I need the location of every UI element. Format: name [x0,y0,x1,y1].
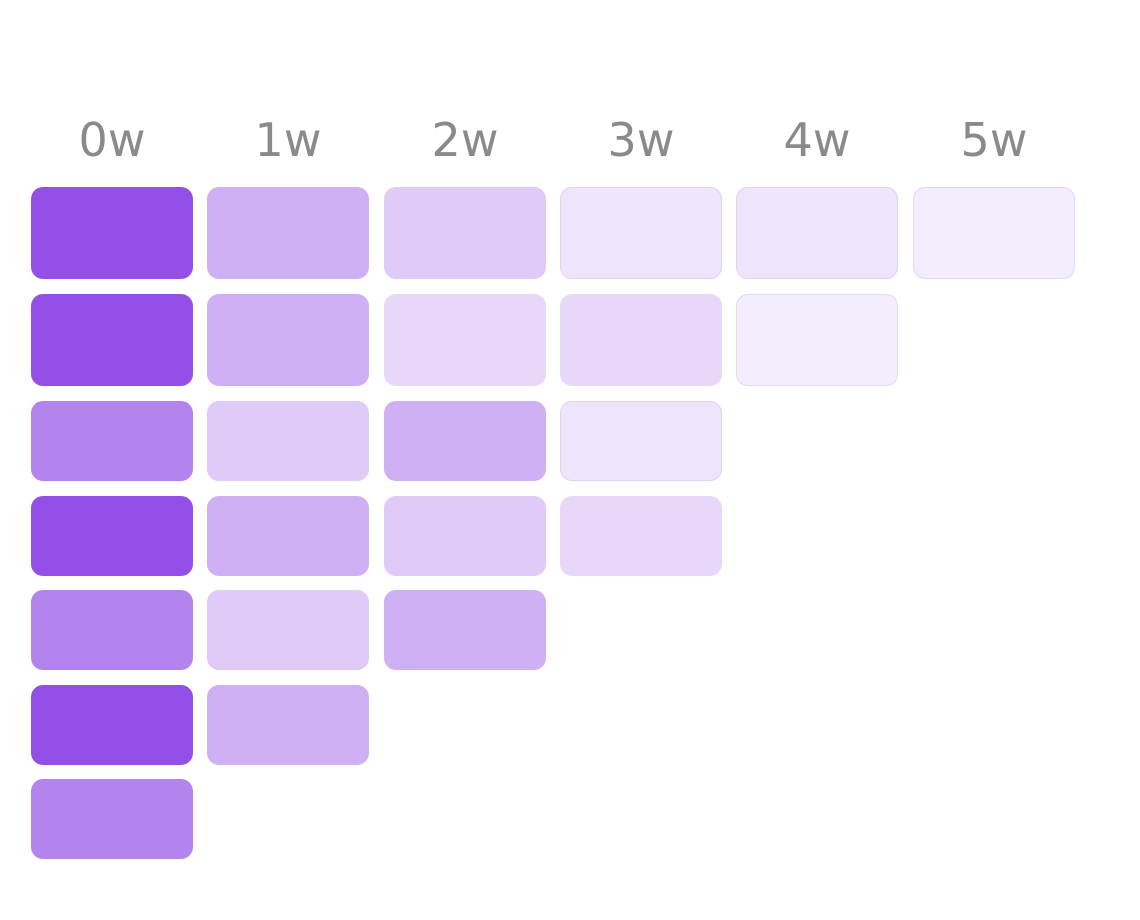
heatmap-cell[interactable] [31,496,193,576]
heatmap-cell[interactable] [560,496,722,576]
heatmap-cell[interactable] [384,187,546,279]
heatmap-cell[interactable] [31,590,193,670]
column-label-2w: 2w [431,113,499,167]
column-label-4w: 4w [783,113,851,167]
heatmap-cell[interactable] [207,187,369,279]
heatmap-cell[interactable] [384,590,546,670]
column-label-5w: 5w [960,113,1028,167]
heatmap-cell[interactable] [560,294,722,386]
heatmap-cell[interactable] [384,401,546,481]
heatmap-cell[interactable] [31,779,193,859]
heatmap-cell[interactable] [207,401,369,481]
heatmap-cell[interactable] [736,187,898,279]
heatmap-cell[interactable] [31,187,193,279]
heatmap-cell[interactable] [560,187,722,279]
heatmap-cell[interactable] [31,685,193,765]
heatmap-cell[interactable] [207,294,369,386]
heatmap-cell[interactable] [384,496,546,576]
heatmap-cell[interactable] [384,294,546,386]
heatmap-cell[interactable] [31,294,193,386]
heatmap-cell[interactable] [913,187,1075,279]
heatmap-cell[interactable] [207,685,369,765]
column-label-1w: 1w [254,113,322,167]
heatmap-cell[interactable] [207,590,369,670]
heatmap-cell[interactable] [31,401,193,481]
heatmap-cell[interactable] [207,496,369,576]
heatmap-cell[interactable] [736,294,898,386]
column-label-0w: 0w [78,113,146,167]
heatmap-cell[interactable] [560,401,722,481]
column-label-3w: 3w [607,113,675,167]
